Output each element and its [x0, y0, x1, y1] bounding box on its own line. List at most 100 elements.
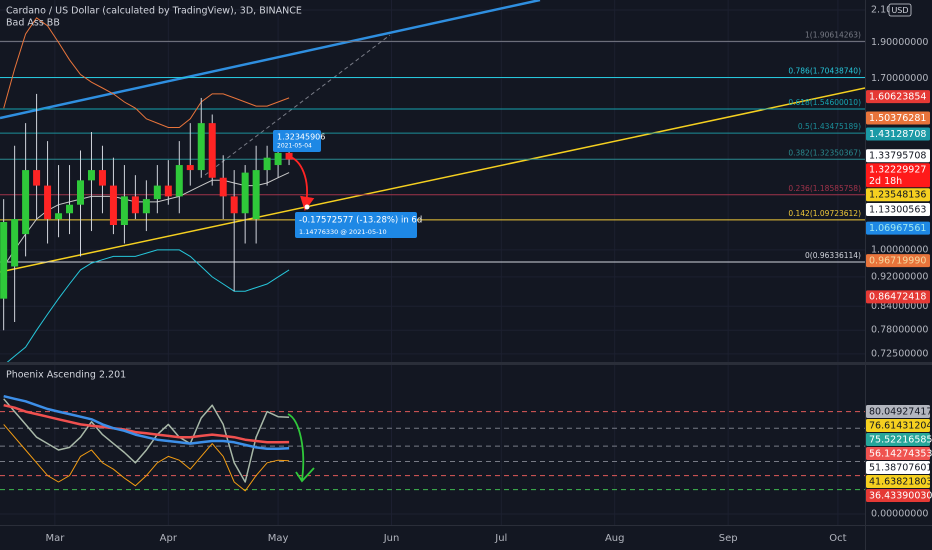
annotation-text: 1.14776330 @ 2021-05-10 [299, 228, 387, 236]
price-badge [866, 254, 930, 268]
x-tick-label: Mar [45, 533, 65, 544]
candle-body [153, 185, 161, 200]
candle-body [11, 219, 19, 267]
price-badge [866, 203, 930, 217]
candle-body [230, 196, 238, 214]
x-tick-label: Apr [160, 533, 178, 544]
price-badge-label: 1.60623854 [869, 91, 926, 102]
grid [0, 0, 865, 525]
candle-body [197, 123, 205, 171]
y-tick-label: 0.00000000 [871, 508, 928, 519]
price-badge-label: 0.86472418 [869, 292, 926, 303]
price-badge-label: 76.61431204 [869, 420, 932, 431]
price-badge [866, 90, 930, 104]
annotation-box [273, 130, 321, 152]
price-pane: 1(1.90614263) 0.786(1.70438740) 0.618(1.54… [0, 0, 865, 362]
price-badge-label: 1.33795708 [869, 151, 926, 162]
y-tick-label: 1.90000000 [871, 37, 928, 48]
x-tick-label: Sep [719, 533, 738, 544]
fib-label: 0.236(1.18585758) [788, 184, 861, 193]
fib-label: 1(1.90614263) [805, 30, 861, 39]
trend-line [0, 0, 541, 120]
price-badge [866, 290, 930, 304]
fib-label: 0.618(1.54600010) [788, 98, 861, 107]
price-badge-label: 1.13300563 [869, 204, 926, 215]
candle-body [66, 204, 74, 214]
price-badge [866, 419, 930, 433]
y-tick-label: 0.84000000 [871, 301, 928, 312]
candle-body [274, 152, 282, 166]
indicator-line [3, 424, 290, 492]
price-badge-label: 0.96719990 [869, 255, 926, 266]
band-line [6, 249, 290, 362]
trend-line [204, 34, 391, 176]
countdown-label: 2d 18h [869, 176, 902, 187]
price-badge [866, 447, 930, 461]
trend-line [0, 87, 865, 273]
price-badge [866, 461, 930, 475]
indicator-line [3, 394, 290, 450]
y-tick-label: 0.78000000 [871, 325, 928, 336]
candle-body [142, 199, 150, 214]
x-tick-label: Jun [383, 533, 400, 544]
candle-body [175, 165, 183, 197]
currency-label: USD [891, 6, 908, 15]
candle-body [33, 170, 41, 186]
y-tick-label: 1.00000000 [871, 244, 928, 255]
band-line [3, 17, 290, 128]
price-badge-label: 1.23548136 [869, 190, 926, 201]
price-badge [866, 433, 930, 447]
price-badge [866, 149, 930, 163]
candle-body [76, 180, 84, 205]
chart-title: Cardano / US Dollar (calculated by Tradi… [6, 6, 302, 17]
price-badge-label: 1.32229927 [869, 165, 926, 176]
candle-body [186, 165, 194, 171]
candle-body [109, 185, 117, 226]
price-badge-label: 75.52216585 [869, 434, 932, 445]
indicator-name: Phoenix Ascending 2.201 [6, 370, 126, 381]
fib-label: 0.5(1.43475189) [798, 122, 861, 131]
price-badge [866, 405, 930, 419]
candle-body [241, 172, 249, 214]
annotation-text: -0.17572577 (-13.28%) in 6d [299, 216, 422, 226]
indicator-pane [0, 394, 865, 492]
y-tick-label: 2.10 [871, 5, 892, 16]
candle-body [98, 170, 106, 186]
candle-body [22, 170, 30, 235]
price-badge [866, 221, 930, 235]
fib-label: 0.786(1.70438740) [788, 66, 861, 75]
price-badge [866, 489, 930, 503]
indicator-name: Bad Ass BB [6, 18, 60, 29]
candle-body [208, 123, 216, 178]
price-badge [866, 163, 930, 188]
x-tick-label: May [268, 533, 289, 544]
annotation-box [295, 212, 417, 238]
currency-badge [888, 3, 912, 17]
price-badge-label: 1.43128708 [869, 129, 926, 140]
candle-body [252, 170, 260, 220]
price-badge [866, 111, 930, 125]
price-badge [866, 475, 930, 489]
price-badge-label: 80.04927417 [869, 406, 932, 417]
candle-body [55, 213, 63, 220]
indicator-line [3, 403, 290, 444]
candle-body [131, 196, 139, 214]
price-badge-label: 56.14274353 [869, 448, 932, 459]
y-tick-label: 1.70000000 [871, 73, 928, 84]
price-badge [866, 188, 930, 202]
marker-dot [304, 204, 310, 210]
fib-label: 0.142(1.09723612) [788, 209, 861, 218]
price-badge-label: 36.43390030 [869, 490, 932, 501]
x-tick-label: Jul [494, 533, 507, 544]
candle-body [87, 170, 95, 181]
y-tick-label: 0.92000000 [871, 271, 928, 282]
price-axis: Mar Apr May Jun Jul Aug Sep Oct 2.10 1.90000000 1.… [45, 5, 932, 544]
candle-body [164, 185, 172, 197]
fib-label: 0.382(1.32350367) [788, 148, 861, 157]
price-badge-label: 51.38707601 [869, 462, 932, 473]
x-tick-label: Oct [829, 533, 846, 544]
annotation-text: 2021-05-04 [277, 143, 312, 150]
